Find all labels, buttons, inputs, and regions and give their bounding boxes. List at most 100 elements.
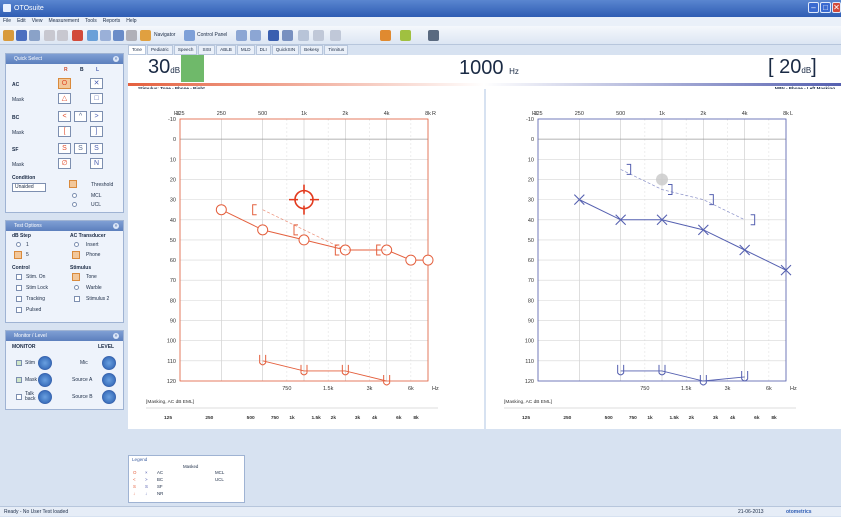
save-icon[interactable] [16, 30, 27, 41]
stimulus2-checkbox[interactable] [74, 296, 80, 302]
table-icon[interactable] [250, 30, 261, 41]
step-5-selected-icon[interactable] [14, 251, 22, 259]
tab-ablb[interactable]: ABLB [216, 45, 236, 55]
tools-icon[interactable] [87, 30, 98, 41]
tab-dli[interactable]: DLI [255, 45, 271, 55]
table-freq-header: 500 [247, 415, 255, 421]
ear-icon[interactable] [380, 30, 391, 41]
ucl-radio[interactable] [72, 202, 77, 207]
print-icon[interactable] [29, 30, 40, 41]
maximize-button[interactable]: □ [820, 2, 831, 13]
pulsed-checkbox[interactable] [16, 307, 22, 313]
step-1-radio[interactable] [16, 242, 21, 247]
tab-tinnitus[interactable]: Tinnitus [324, 45, 349, 55]
sf-mask-left-button[interactable]: N [90, 158, 103, 169]
source-a-knob[interactable] [102, 373, 116, 387]
stim-monitor-checkbox[interactable] [16, 360, 22, 366]
stim-volume-knob[interactable] [38, 356, 52, 370]
tab-mld[interactable]: MLD [236, 45, 255, 55]
close-button[interactable]: ✕ [832, 2, 841, 13]
speaker-icon[interactable] [282, 30, 293, 41]
headphones-icon[interactable] [268, 30, 279, 41]
test-options-title: Test Options [14, 223, 42, 229]
menu-measurement[interactable]: Measurement [48, 18, 80, 24]
control-panel-button[interactable]: Control Panel [197, 32, 228, 38]
tracking-checkbox[interactable] [16, 296, 22, 302]
menu-view[interactable]: View [31, 18, 43, 24]
bc-masked-point [668, 184, 673, 196]
collapse-icon[interactable]: » [113, 223, 119, 229]
threshold-selected-icon[interactable] [69, 180, 77, 188]
report-icon[interactable] [313, 30, 324, 41]
bc-both-button[interactable]: ^ [74, 111, 87, 122]
stim-lock-checkbox[interactable] [16, 285, 22, 291]
app-icon [3, 4, 11, 12]
tone-selected-icon[interactable] [72, 273, 80, 281]
mask-volume-knob[interactable] [38, 373, 52, 387]
right-ear-audiogram[interactable]: HL 125 250 500 1k 2k 4k 8k R 750 1.5k 3k 6k Hz -10 0 10 2… [128, 89, 484, 429]
y-tick: 120 [167, 379, 176, 385]
tab-tone[interactable]: Tone [128, 45, 146, 55]
navigator-button[interactable]: Navigator [154, 32, 176, 38]
bc-left-button[interactable]: > [90, 111, 103, 122]
monitor-level-header: Monitor / Level » [6, 331, 123, 341]
ac-right-button[interactable]: O [58, 78, 71, 89]
ear-label: L [790, 111, 793, 117]
minimize-button[interactable]: – [808, 2, 819, 13]
bc-mask-left-button[interactable]: ] [90, 126, 103, 137]
back-icon[interactable] [44, 30, 55, 41]
sf-right-button[interactable]: S [58, 143, 71, 154]
tone-label: Tone [86, 274, 97, 280]
forward-icon[interactable] [57, 30, 68, 41]
control-panel-icon[interactable] [184, 30, 195, 41]
import-icon[interactable] [100, 30, 111, 41]
sf-both-button[interactable]: S [74, 143, 87, 154]
bc-right-button[interactable]: < [58, 111, 71, 122]
open-icon[interactable] [3, 30, 14, 41]
collapse-icon[interactable]: » [113, 56, 119, 62]
tab-bekesy[interactable]: Bekesy [300, 45, 324, 55]
stim-on-checkbox[interactable] [16, 274, 22, 280]
ac-left-button[interactable]: ✕ [90, 78, 103, 89]
talk-back-checkbox[interactable] [16, 394, 22, 400]
insert-radio[interactable] [74, 242, 79, 247]
mic-volume-knob[interactable] [102, 356, 116, 370]
warble-radio[interactable] [74, 285, 79, 290]
left-ear-audiogram[interactable]: HL 125 250 500 1k 2k 4k 8k L 750 1.5k 3k 6k Hz -10 0 10 2… [486, 89, 841, 429]
ac-threshold-point [656, 214, 668, 226]
menu-file[interactable]: File [3, 18, 12, 24]
mask-monitor-checkbox[interactable] [16, 377, 22, 383]
ac-mask-left-button[interactable]: □ [90, 93, 103, 104]
bc-mask-right-button[interactable]: [ [58, 126, 71, 137]
source-b-knob[interactable] [102, 390, 116, 404]
mask-monitor-label: Mask [25, 377, 37, 383]
mcl-radio[interactable] [72, 193, 77, 198]
masking-note: [Masking, AC dB EML] [146, 399, 194, 405]
sf-left-button[interactable]: S [90, 143, 103, 154]
edit-icon[interactable] [330, 30, 341, 41]
menu-reports[interactable]: Reports [102, 18, 121, 24]
condition-select[interactable]: Unaided [12, 183, 46, 192]
client-icon[interactable] [72, 30, 83, 41]
tab-pediatric[interactable]: Pediatric [146, 45, 173, 55]
sf-mask-right-button[interactable]: ∅ [58, 158, 71, 169]
notes-icon[interactable] [298, 30, 309, 41]
tab-quicksin[interactable]: QuickSIN [271, 45, 300, 55]
menu-edit[interactable]: Edit [17, 18, 26, 24]
tab-sisi[interactable]: SISI [198, 45, 216, 55]
collapse-icon[interactable]: » [113, 333, 119, 339]
refresh-icon[interactable] [400, 30, 411, 41]
talk-back-knob[interactable] [38, 390, 52, 404]
graph-icon[interactable] [236, 30, 247, 41]
navigator-icon[interactable] [140, 30, 151, 41]
menu-help[interactable]: Help [126, 18, 137, 24]
device-icon[interactable] [428, 30, 439, 41]
help-icon[interactable] [126, 30, 137, 41]
tab-speech[interactable]: Speech [173, 45, 198, 55]
export-icon[interactable] [113, 30, 124, 41]
ac-mask-right-button[interactable]: △ [58, 93, 71, 104]
phone-selected-icon[interactable] [72, 251, 80, 259]
menu-tools[interactable]: Tools [85, 18, 97, 24]
